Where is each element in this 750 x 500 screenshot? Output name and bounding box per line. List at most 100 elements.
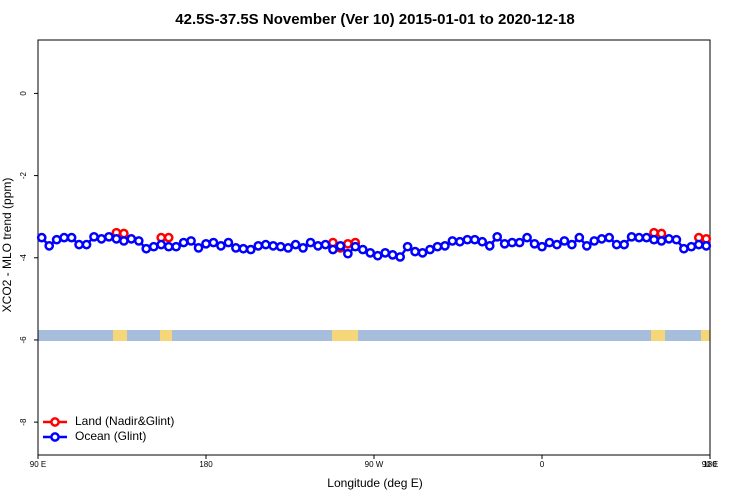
data-point: [596, 234, 607, 244]
ocean-strip: [38, 330, 710, 341]
data-point: [328, 244, 338, 255]
land-patch: [701, 330, 710, 341]
land-patch: [651, 330, 665, 341]
x-tick-label: 90 W: [365, 460, 384, 469]
data-point: [350, 241, 361, 252]
data-point: [223, 237, 234, 248]
data-point: [395, 252, 405, 262]
data-point: [171, 241, 181, 252]
data-point: [133, 236, 144, 246]
data-point: [89, 231, 99, 242]
land-patch: [332, 330, 358, 341]
data-point: [208, 237, 219, 248]
land-patch: [113, 330, 127, 341]
x-tick-label: 90 E: [30, 460, 46, 469]
data-point: [119, 228, 129, 239]
data-point: [574, 232, 585, 243]
data-point: [440, 241, 450, 251]
data-point: [320, 239, 331, 250]
data-point: [193, 243, 204, 253]
y-axis-label: XCO2 - MLO trend (ppm): [0, 178, 14, 313]
x-axis-label: Longitude (deg E): [327, 476, 422, 490]
data-point: [104, 231, 114, 242]
data-point: [231, 243, 241, 253]
data-point: [201, 238, 211, 249]
data-point: [141, 243, 152, 254]
data-point: [671, 234, 682, 245]
data-point: [313, 241, 323, 251]
data-point: [119, 236, 129, 246]
data-point: [163, 241, 174, 252]
data-point: [126, 234, 137, 244]
data-point: [604, 232, 615, 243]
data-point: [522, 232, 532, 243]
data-point: [447, 236, 458, 246]
y-tick-label: -2: [19, 171, 28, 179]
legend-marker: [50, 417, 60, 427]
data-point: [283, 243, 293, 253]
data-point: [268, 241, 279, 251]
data-point: [492, 231, 503, 242]
surface-strip: [38, 330, 710, 341]
legend: Land (Nadir&Glint)Ocean (Glint): [43, 414, 174, 443]
data-point: [679, 243, 689, 254]
legend-marker: [50, 432, 60, 442]
data-point: [253, 241, 264, 251]
legend-label: Ocean (Glint): [75, 429, 146, 443]
data-point: [634, 232, 644, 243]
x-tick-label: 0: [540, 460, 545, 469]
data-point: [148, 241, 159, 252]
data-point: [537, 241, 547, 252]
data-point: [469, 234, 480, 245]
data-point: [372, 250, 383, 261]
data-point: [343, 238, 353, 249]
data-point: [619, 239, 629, 250]
data-point: [410, 246, 420, 257]
data-point: [686, 241, 697, 252]
data-point: [66, 232, 77, 243]
data-point: [290, 239, 301, 250]
data-point: [260, 239, 271, 250]
data-point: [402, 241, 413, 252]
data-point: [499, 238, 510, 249]
data-point: [514, 237, 525, 248]
data-point: [656, 236, 667, 246]
data-point: [544, 237, 555, 248]
data-point: [178, 237, 189, 248]
data-point: [81, 239, 92, 250]
data-point: [611, 239, 622, 250]
x-tick-label: 180: [199, 460, 213, 469]
data-point: [552, 239, 562, 250]
data-point: [245, 244, 256, 255]
data-point: [589, 236, 600, 246]
x-tick-label: 90 E: [702, 460, 718, 469]
data-point: [581, 241, 592, 251]
data-point: [387, 250, 398, 260]
y-tick-label: -6: [19, 336, 28, 344]
data-point: [664, 234, 674, 244]
data-point: [567, 239, 577, 250]
data-point: [529, 238, 540, 249]
data-point: [455, 236, 465, 247]
x-tick-label: 180: [703, 460, 717, 469]
data-point: [156, 239, 167, 250]
data-point: [484, 241, 495, 251]
data-point: [701, 241, 712, 251]
chart-title: 42.5S-37.5S November (Ver 10) 2015-01-01…: [175, 11, 574, 28]
data-point: [417, 247, 428, 258]
data-point: [163, 232, 174, 243]
data-point: [432, 241, 443, 252]
data-point: [275, 241, 286, 252]
data-point: [693, 239, 704, 250]
data-point: [380, 247, 391, 258]
data-point: [216, 241, 226, 251]
data-point: [298, 243, 308, 253]
data-point: [111, 234, 122, 244]
data-point: [59, 232, 69, 243]
data-point: [559, 236, 570, 246]
data-point: [44, 241, 55, 251]
data-point: [477, 236, 488, 247]
y-tick-label: -4: [19, 254, 28, 262]
